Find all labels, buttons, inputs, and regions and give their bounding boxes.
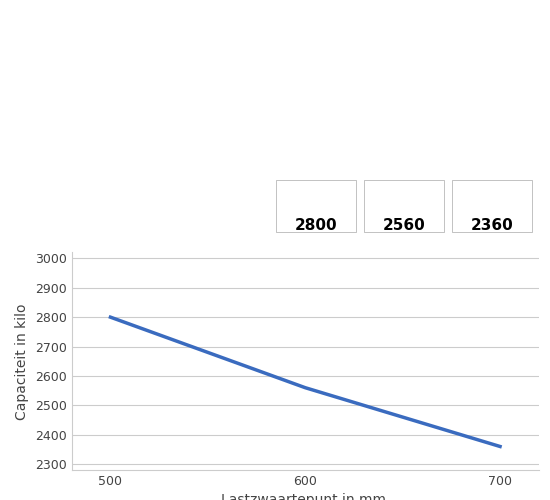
Text: Maximale hefhoogte (meter):: Maximale hefhoogte (meter):	[11, 130, 263, 145]
Text: Sideshift: Sideshift	[346, 76, 423, 91]
Text: Capaciteit: Capaciteit	[11, 218, 98, 234]
Text: Banden:: Banden:	[11, 26, 82, 41]
Text: 2560: 2560	[383, 218, 426, 234]
Text: 2360: 2360	[471, 218, 514, 234]
Text: Lastzwaartepunt: Lastzwaartepunt	[11, 183, 156, 198]
Bar	[276, 180, 356, 233]
Y-axis label: Capaciteit in kilo: Capaciteit in kilo	[15, 303, 29, 420]
Text: 500: 500	[300, 183, 332, 198]
Text: 600: 600	[388, 183, 420, 198]
Text: kilo: kilo	[204, 218, 234, 234]
Text: Voorzetapparaat/configuratie:: Voorzetapparaat/configuratie:	[11, 76, 271, 91]
X-axis label: Lastzwaartepunt in mm.: Lastzwaartepunt in mm.	[221, 494, 390, 500]
Bar	[452, 180, 532, 233]
Text: Volrubber: Volrubber	[346, 26, 431, 41]
Text: 700: 700	[476, 183, 508, 198]
Text: 2800: 2800	[295, 218, 338, 234]
Text: 4,00: 4,00	[346, 130, 384, 145]
Bar	[364, 180, 444, 233]
Text: mm: mm	[204, 183, 235, 198]
